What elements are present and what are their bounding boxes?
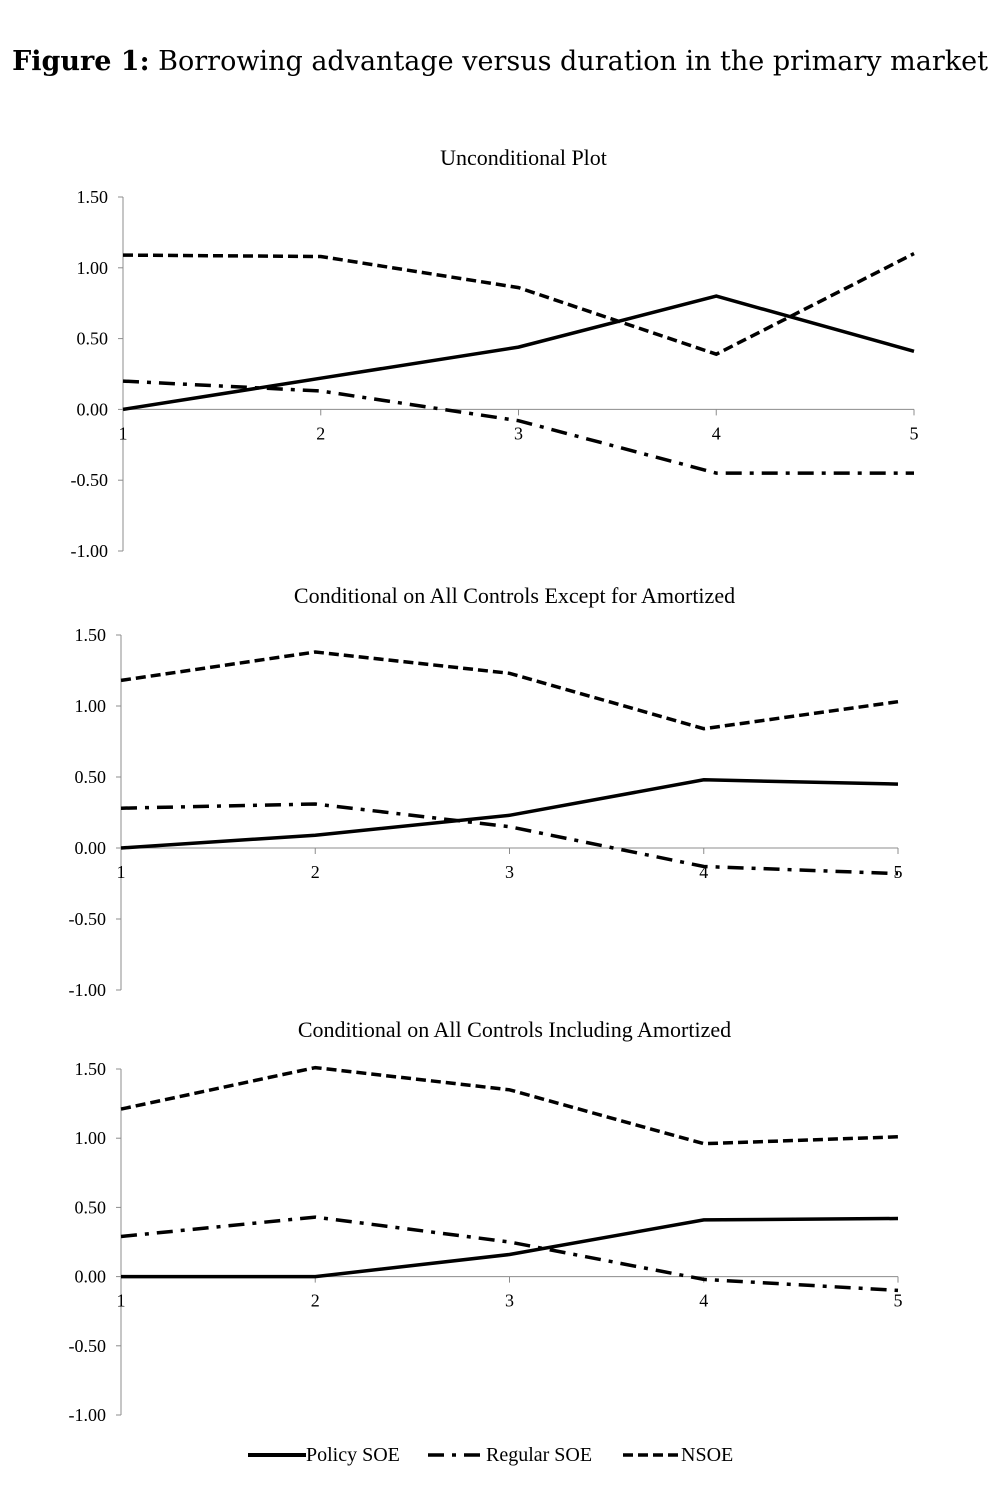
- x-tick-label: 2: [316, 423, 325, 443]
- series-line-nsoe: [122, 252, 915, 357]
- y-tick-label: 0.50: [75, 1197, 107, 1217]
- figure-number: Figure 1:: [12, 46, 150, 77]
- x-tick-label: 5: [894, 1291, 903, 1311]
- series-line-regular-soe: [120, 1215, 899, 1293]
- y-tick-label: 0.00: [75, 838, 107, 858]
- y-tick-label: 1.00: [77, 258, 109, 278]
- chart-panel-3: Conditional on All Controls Including Am…: [69, 1017, 903, 1425]
- legend: Policy SOE Regular SOE NSOE: [0, 1440, 1000, 1470]
- x-tick-label: 4: [699, 862, 708, 882]
- chart-title: Unconditional Plot: [440, 145, 607, 170]
- y-tick-label: 0.00: [77, 399, 109, 419]
- figure-caption: Figure 1: Borrowing advantage versus dur…: [0, 42, 1000, 82]
- x-tick-label: 3: [505, 862, 514, 882]
- x-tick-label: 1: [117, 862, 126, 882]
- y-tick-label: -0.50: [71, 470, 109, 490]
- series-line-regular-soe: [120, 802, 899, 876]
- x-tick-label: 4: [699, 1291, 708, 1311]
- y-tick-label: 1.50: [75, 625, 107, 645]
- x-tick-label: 2: [311, 862, 320, 882]
- x-tick-label: 1: [117, 1291, 126, 1311]
- series-line-nsoe: [120, 1065, 899, 1146]
- x-tick-label: 4: [712, 423, 721, 443]
- y-tick-label: -1.00: [69, 980, 107, 1000]
- y-tick-label: -1.00: [69, 1405, 107, 1425]
- x-tick-label: 1: [119, 423, 128, 443]
- y-tick-label: -1.00: [71, 541, 109, 561]
- y-tick-label: 1.00: [75, 696, 107, 716]
- legend-swatch-solid: [248, 1453, 306, 1457]
- y-tick-label: 1.50: [77, 187, 109, 207]
- chart-panel-1: Unconditional Plot 1.50 1.00 0.50 0.00 -0.50 -…: [71, 145, 919, 561]
- series-line-regular-soe: [122, 379, 914, 475]
- series-line-policy-soe: [121, 1216, 899, 1279]
- y-tick-label: 0.00: [75, 1267, 107, 1287]
- series-line-policy-soe: [120, 778, 899, 850]
- x-tick-label: 2: [311, 1291, 320, 1311]
- y-tick-label: 1.50: [75, 1059, 107, 1079]
- legend-item-regular-soe: Regular SOE: [428, 1440, 592, 1470]
- x-tick-label: 5: [910, 423, 919, 443]
- y-tick-label: 0.50: [75, 767, 107, 787]
- legend-item-policy-soe: Policy SOE: [248, 1440, 400, 1470]
- legend-label: NSOE: [681, 1443, 734, 1466]
- chart-title: Conditional on All Controls Including Am…: [298, 1017, 731, 1042]
- y-tick-label: -0.50: [69, 1336, 107, 1356]
- legend-swatch-dash-dot: [428, 1453, 486, 1457]
- chart-panel-2: Conditional on All Controls Except for A…: [69, 583, 903, 1000]
- legend-label: Regular SOE: [486, 1443, 593, 1466]
- legend-item-nsoe: NSOE: [623, 1440, 733, 1470]
- x-tick-label: 3: [505, 1291, 514, 1311]
- chart-title: Conditional on All Controls Except for A…: [294, 583, 735, 608]
- y-tick-label: 1.00: [75, 1128, 107, 1148]
- legend-swatch-dashed: [623, 1453, 681, 1457]
- x-tick-label: 3: [514, 423, 523, 443]
- y-tick-label: -0.50: [69, 909, 107, 929]
- legend-label: Policy SOE: [306, 1443, 400, 1466]
- series-line-nsoe: [120, 650, 899, 731]
- y-tick-label: 0.50: [77, 329, 109, 349]
- figure-caption-text: Borrowing advantage versus duration in t…: [158, 46, 988, 77]
